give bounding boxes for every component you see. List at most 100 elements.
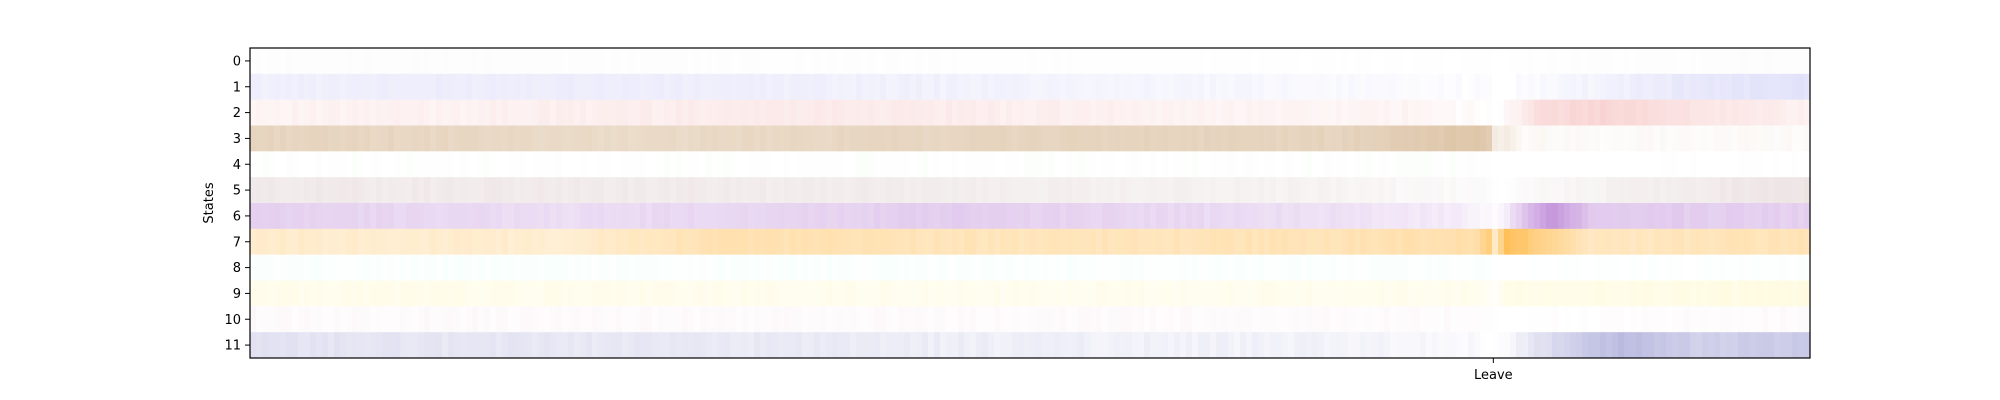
heatmap-cell	[424, 151, 431, 178]
heatmap-cell	[1300, 125, 1307, 152]
heatmap-cell	[454, 48, 461, 75]
heatmap-cell	[1420, 332, 1427, 359]
heatmap-cell	[1426, 254, 1433, 281]
heatmap-cell	[946, 177, 953, 204]
heatmap-cell	[736, 332, 743, 359]
heatmap-cell	[1492, 125, 1499, 152]
heatmap-cell	[598, 306, 605, 333]
heatmap-cell	[466, 125, 473, 152]
heatmap-cell	[1120, 48, 1127, 75]
heatmap-cell	[664, 73, 671, 101]
heatmap-cell	[1690, 151, 1697, 178]
heatmap-cell	[640, 151, 647, 178]
heatmap-cell	[1084, 228, 1091, 256]
heatmap-cell	[1714, 228, 1721, 256]
heatmap-cell	[886, 306, 893, 333]
heatmap-cell	[1198, 280, 1205, 307]
heatmap-cell	[1174, 48, 1181, 75]
heatmap-cell	[1030, 151, 1037, 178]
heatmap-cell	[976, 177, 983, 204]
heatmap-cell	[1282, 125, 1289, 152]
heatmap-cell	[670, 254, 677, 281]
heatmap-cell	[1072, 306, 1079, 333]
heatmap-cell	[1528, 151, 1535, 178]
heatmap-cell	[1108, 254, 1115, 281]
heatmap-cell	[1318, 177, 1325, 204]
heatmap-cell	[304, 280, 311, 307]
heatmap-cell	[964, 280, 971, 307]
heatmap-cell	[1330, 151, 1337, 178]
heatmap-cell	[1660, 99, 1667, 126]
heatmap-cell	[448, 48, 455, 75]
heatmap-cell	[634, 177, 641, 204]
heatmap-cell	[1762, 203, 1769, 230]
heatmap-cell	[1780, 177, 1787, 204]
heatmap-cell	[1774, 332, 1781, 359]
heatmap-cell	[1198, 228, 1205, 256]
heatmap-cell	[1240, 254, 1247, 281]
heatmap-cell	[1594, 280, 1601, 307]
heatmap-cell	[1102, 99, 1109, 126]
heatmap-cell	[358, 48, 365, 75]
heatmap-cell	[448, 73, 455, 101]
heatmap-cell	[886, 125, 893, 152]
heatmap-cell	[376, 280, 383, 307]
heatmap-cell	[1564, 306, 1571, 333]
heatmap-cell	[952, 332, 959, 359]
heatmap-cell	[970, 332, 977, 359]
heatmap-cell	[868, 99, 875, 126]
heatmap-cell	[1252, 177, 1259, 204]
heatmap-cell	[682, 125, 689, 152]
heatmap-cell	[958, 99, 965, 126]
heatmap-cell	[1252, 48, 1259, 75]
heatmap-cell	[1078, 228, 1085, 256]
heatmap-cell	[1072, 151, 1079, 178]
heatmap-cell	[658, 228, 665, 256]
heatmap-cell	[610, 280, 617, 307]
heatmap-cell	[1546, 151, 1553, 178]
heatmap-cell	[250, 177, 257, 204]
heatmap-cell	[1240, 48, 1247, 75]
heatmap-cell	[1096, 228, 1103, 256]
heatmap-cell	[1306, 125, 1313, 152]
heatmap-cell	[724, 177, 731, 204]
heatmap-cell	[1114, 332, 1121, 359]
heatmap-cell	[1246, 280, 1253, 307]
heatmap-cell	[1180, 332, 1187, 359]
heatmap-cell	[1450, 228, 1457, 256]
heatmap-cell	[1624, 254, 1631, 281]
x-axis-ticks: Leave	[1474, 358, 1513, 383]
heatmap-cell	[766, 99, 773, 126]
heatmap-cell	[1018, 48, 1025, 75]
heatmap-cell	[718, 332, 725, 359]
heatmap-cell	[262, 306, 269, 333]
heatmap-cell	[1450, 203, 1457, 230]
heatmap-cell	[1588, 254, 1595, 281]
heatmap-cell	[508, 48, 515, 75]
heatmap-cell	[1408, 48, 1415, 75]
heatmap-cell	[694, 332, 701, 359]
heatmap-cell	[358, 203, 365, 230]
heatmap-cell	[1060, 99, 1067, 126]
heatmap-cell	[940, 177, 947, 204]
heatmap-cell	[298, 48, 305, 75]
heatmap-cell	[544, 203, 551, 230]
heatmap-cell	[1456, 151, 1463, 178]
heatmap-cell	[1498, 151, 1505, 178]
heatmap-cell	[1480, 125, 1487, 152]
heatmap-cell	[1654, 73, 1661, 101]
heatmap-cell	[784, 177, 791, 204]
heatmap-cell	[1222, 151, 1229, 178]
heatmap-cell	[1510, 228, 1517, 256]
heatmap-cell	[814, 177, 821, 204]
heatmap-cell	[1180, 125, 1187, 152]
heatmap-cell	[1450, 332, 1457, 359]
heatmap-cell	[610, 332, 617, 359]
heatmap-cell	[904, 228, 911, 256]
heatmap-cell	[334, 254, 341, 281]
heatmap-cell	[646, 48, 653, 75]
heatmap-cell	[1210, 125, 1217, 152]
heatmap-cell	[976, 99, 983, 126]
heatmap-cell	[604, 48, 611, 75]
heatmap-cell	[604, 254, 611, 281]
